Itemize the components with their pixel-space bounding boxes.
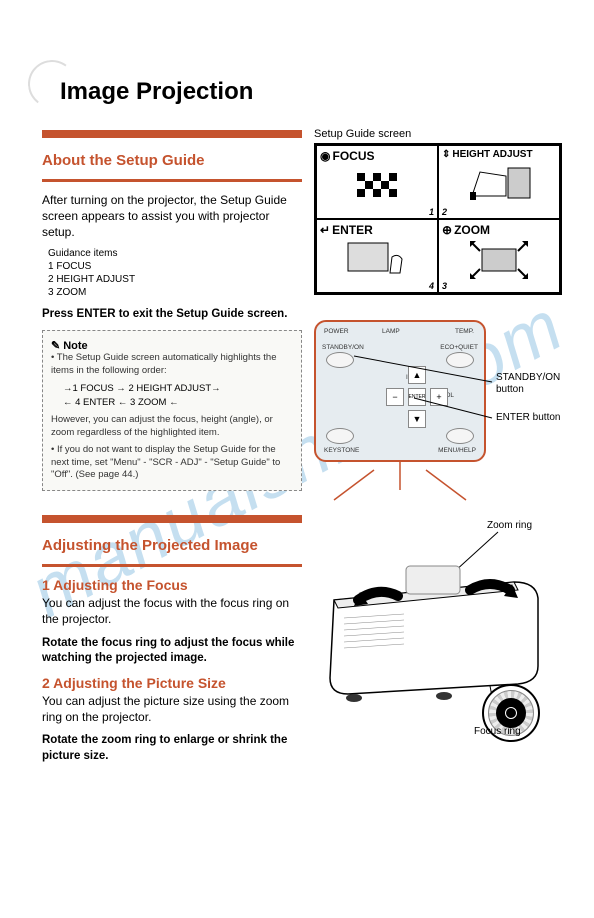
divider-bar (42, 130, 302, 138)
press-enter-text: Press ENTER to exit the Setup Guide scre… (42, 307, 302, 323)
guide-cell-focus: ◉ FOCUS 1 (316, 145, 438, 219)
screen-hand-icon (342, 239, 412, 279)
projector-side-icon (464, 162, 534, 202)
label-temp: TEMP. (455, 328, 474, 335)
right-column: Setup Guide screen ◉ FOCUS 1 ⇕ (314, 128, 562, 295)
guide-enter-text: ENTER (332, 223, 373, 237)
guide-zoom-text: ZOOM (454, 223, 490, 237)
menu-button (446, 428, 474, 444)
flow-line-1: →1 FOCUS → 2 HEIGHT ADJUST→ (63, 382, 293, 396)
checker-pattern (357, 173, 397, 197)
enter-arrow-icon: ↵ (320, 223, 330, 237)
callout-enter: ENTER button (496, 412, 560, 424)
note-label: ✎ Note (51, 339, 293, 352)
updown-icon: ⇕ (442, 149, 450, 160)
divider-bar-2 (42, 515, 302, 523)
label-lamp: LAMP (382, 328, 400, 335)
cell-num-4: 4 (429, 281, 434, 291)
guidance-item-2: 2 HEIGHT ADJUST (48, 273, 302, 286)
divider-thin (42, 179, 302, 182)
cell-num-2: 2 (442, 207, 447, 217)
control-panel: POWER LAMP TEMP. STANDBY/ON ECO+QUIET IN… (314, 320, 486, 462)
divider-thin-2 (42, 564, 302, 567)
guide-height-image (442, 160, 556, 204)
about-paragraph: After turning on the projector, the Setu… (42, 192, 302, 241)
target-icon: ◉ (320, 149, 330, 163)
cell-num-3: 3 (442, 281, 447, 291)
lens-inner (496, 698, 526, 728)
guidance-label: Guidance items (48, 247, 302, 260)
cell-num-1: 1 (429, 207, 434, 217)
guide-title-enter: ↵ ENTER (320, 223, 434, 237)
control-panel-area: POWER LAMP TEMP. STANDBY/ON ECO+QUIET IN… (314, 320, 562, 462)
section-about-heading: About the Setup Guide (42, 152, 302, 169)
eco-button (446, 352, 474, 368)
zoom-corners-icon (464, 239, 534, 279)
guide-focus-text: FOCUS (332, 149, 374, 163)
projector-illustration: Zoom ring (314, 510, 562, 750)
note-bullet-2: • If you do not want to display the Setu… (51, 444, 293, 482)
note-flow: →1 FOCUS → 2 HEIGHT ADJUST→ ← 4 ENTER ← … (63, 382, 293, 411)
guide-enter-image (320, 237, 434, 281)
note-bullet-1: • The Setup Guide screen automatically h… (51, 352, 293, 378)
sub-heading-picture-size: 2 Adjusting the Picture Size (42, 675, 302, 691)
section-adjust-heading: Adjusting the Projected Image (42, 537, 302, 554)
guide-cell-height: ⇕ HEIGHT ADJUST 2 (438, 145, 560, 219)
focus-bold: Rotate the focus ring to adjust the focu… (42, 636, 302, 667)
left-column: About the Setup Guide After turning on t… (42, 130, 302, 772)
keystone-button (326, 428, 354, 444)
label-eco: ECO+QUIET (440, 344, 478, 351)
label-keystone: KEYSTONE (324, 447, 359, 454)
dpad: ▲ ▼ − + ENTER (386, 366, 448, 428)
note-box: ✎ Note • The Setup Guide screen automati… (42, 330, 302, 491)
label-standby: STANDBY/ON (322, 344, 364, 351)
note-after-flow: However, you can adjust the focus, heigh… (51, 414, 293, 440)
guidance-item-1: 1 FOCUS (48, 260, 302, 273)
callout-standby: STANDBY/ON button (496, 372, 562, 395)
focus-para: You can adjust the focus with the focus … (42, 595, 302, 627)
flow-line-2: ← 4 ENTER ← 3 ZOOM ← (63, 396, 293, 410)
callout-focus-ring: Focus ring (474, 726, 521, 738)
guide-zoom-image (442, 237, 556, 281)
guide-title-zoom: ⊕ ZOOM (442, 223, 556, 237)
note-label-text: Note (63, 340, 87, 352)
setup-guide-grid: ◉ FOCUS 1 ⇕ HEIGHT ADJUST (314, 143, 562, 295)
guidance-item-3: 3 ZOOM (48, 286, 302, 299)
size-bold: Rotate the zoom ring to enlarge or shrin… (42, 733, 302, 764)
zoom-icon: ⊕ (442, 223, 452, 237)
size-para: You can adjust the picture size using th… (42, 693, 302, 725)
standby-button (326, 352, 354, 368)
note-icon: ✎ (51, 339, 60, 352)
enter-button: ENTER (408, 388, 426, 406)
label-power: POWER (324, 328, 349, 335)
page-title: Image Projection (60, 78, 253, 106)
guide-cell-enter: ↵ ENTER 4 (316, 219, 438, 293)
guide-focus-image (320, 163, 434, 207)
guide-cell-zoom: ⊕ ZOOM 3 (438, 219, 560, 293)
sub-heading-focus: 1 Adjusting the Focus (42, 577, 302, 593)
guide-title-height: ⇕ HEIGHT ADJUST (442, 149, 556, 160)
guide-height-text: HEIGHT ADJUST (452, 149, 532, 160)
guide-screen-caption: Setup Guide screen (314, 128, 562, 140)
guide-title-focus: ◉ FOCUS (320, 149, 434, 163)
label-menuhelp: MENU/HELP (438, 447, 476, 454)
